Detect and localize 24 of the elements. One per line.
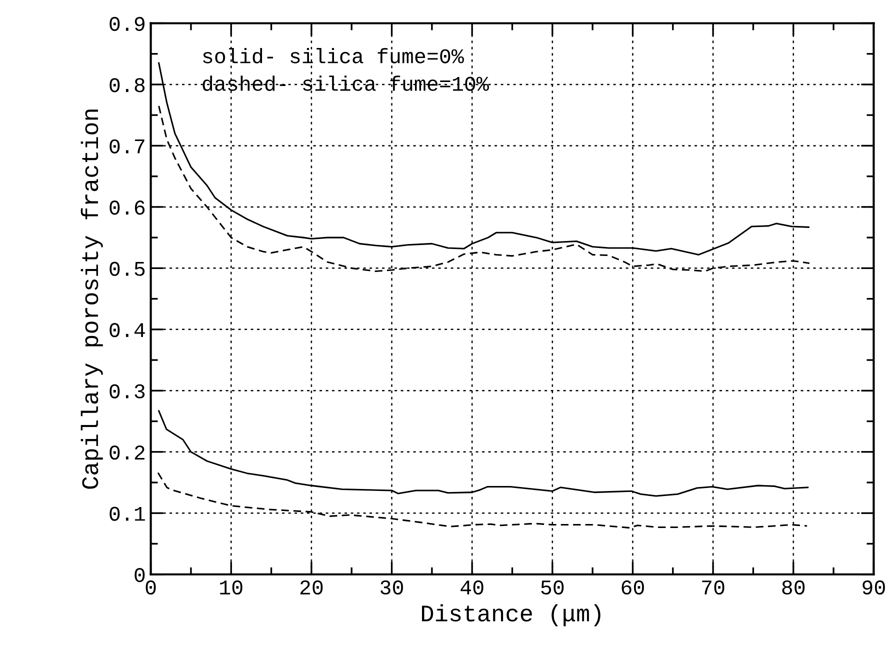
x-axis-title: Distance (μm) [422, 604, 600, 626]
y-tick-label: 0.2 [110, 446, 144, 460]
y-tick-label: 0.9 [110, 16, 144, 31]
y-tick-label: 0.5 [110, 262, 145, 276]
y-axis-title: Capillary porosity fraction [80, 110, 103, 489]
y-tick-label: 0.1 [110, 506, 145, 521]
x-tick-label: 20 [300, 580, 323, 595]
x-tick-label: 30 [380, 580, 403, 595]
y-tick-label: 0.4 [110, 323, 145, 338]
x-tick-label: 0 [146, 580, 156, 595]
y-tick-label: 0.3 [110, 384, 145, 398]
x-tick-label: 50 [541, 580, 564, 595]
y-tick-label: 0.6 [110, 200, 145, 215]
x-tick-label: 10 [220, 580, 242, 595]
x-tick-label: 70 [702, 580, 724, 595]
annotation: dashed- silica fume=10% [202, 76, 489, 91]
y-tick-label: 0 [134, 568, 145, 582]
y-tick-label: 0.7 [110, 139, 144, 154]
x-tick-label: 80 [782, 580, 805, 595]
y-tick-label: 0.8 [110, 78, 145, 92]
annotation: solid- silica fume=0% [203, 48, 464, 64]
x-tick-label: 40 [460, 580, 484, 595]
x-tick-label: 90 [862, 580, 885, 595]
x-tick-label: 60 [622, 580, 644, 595]
